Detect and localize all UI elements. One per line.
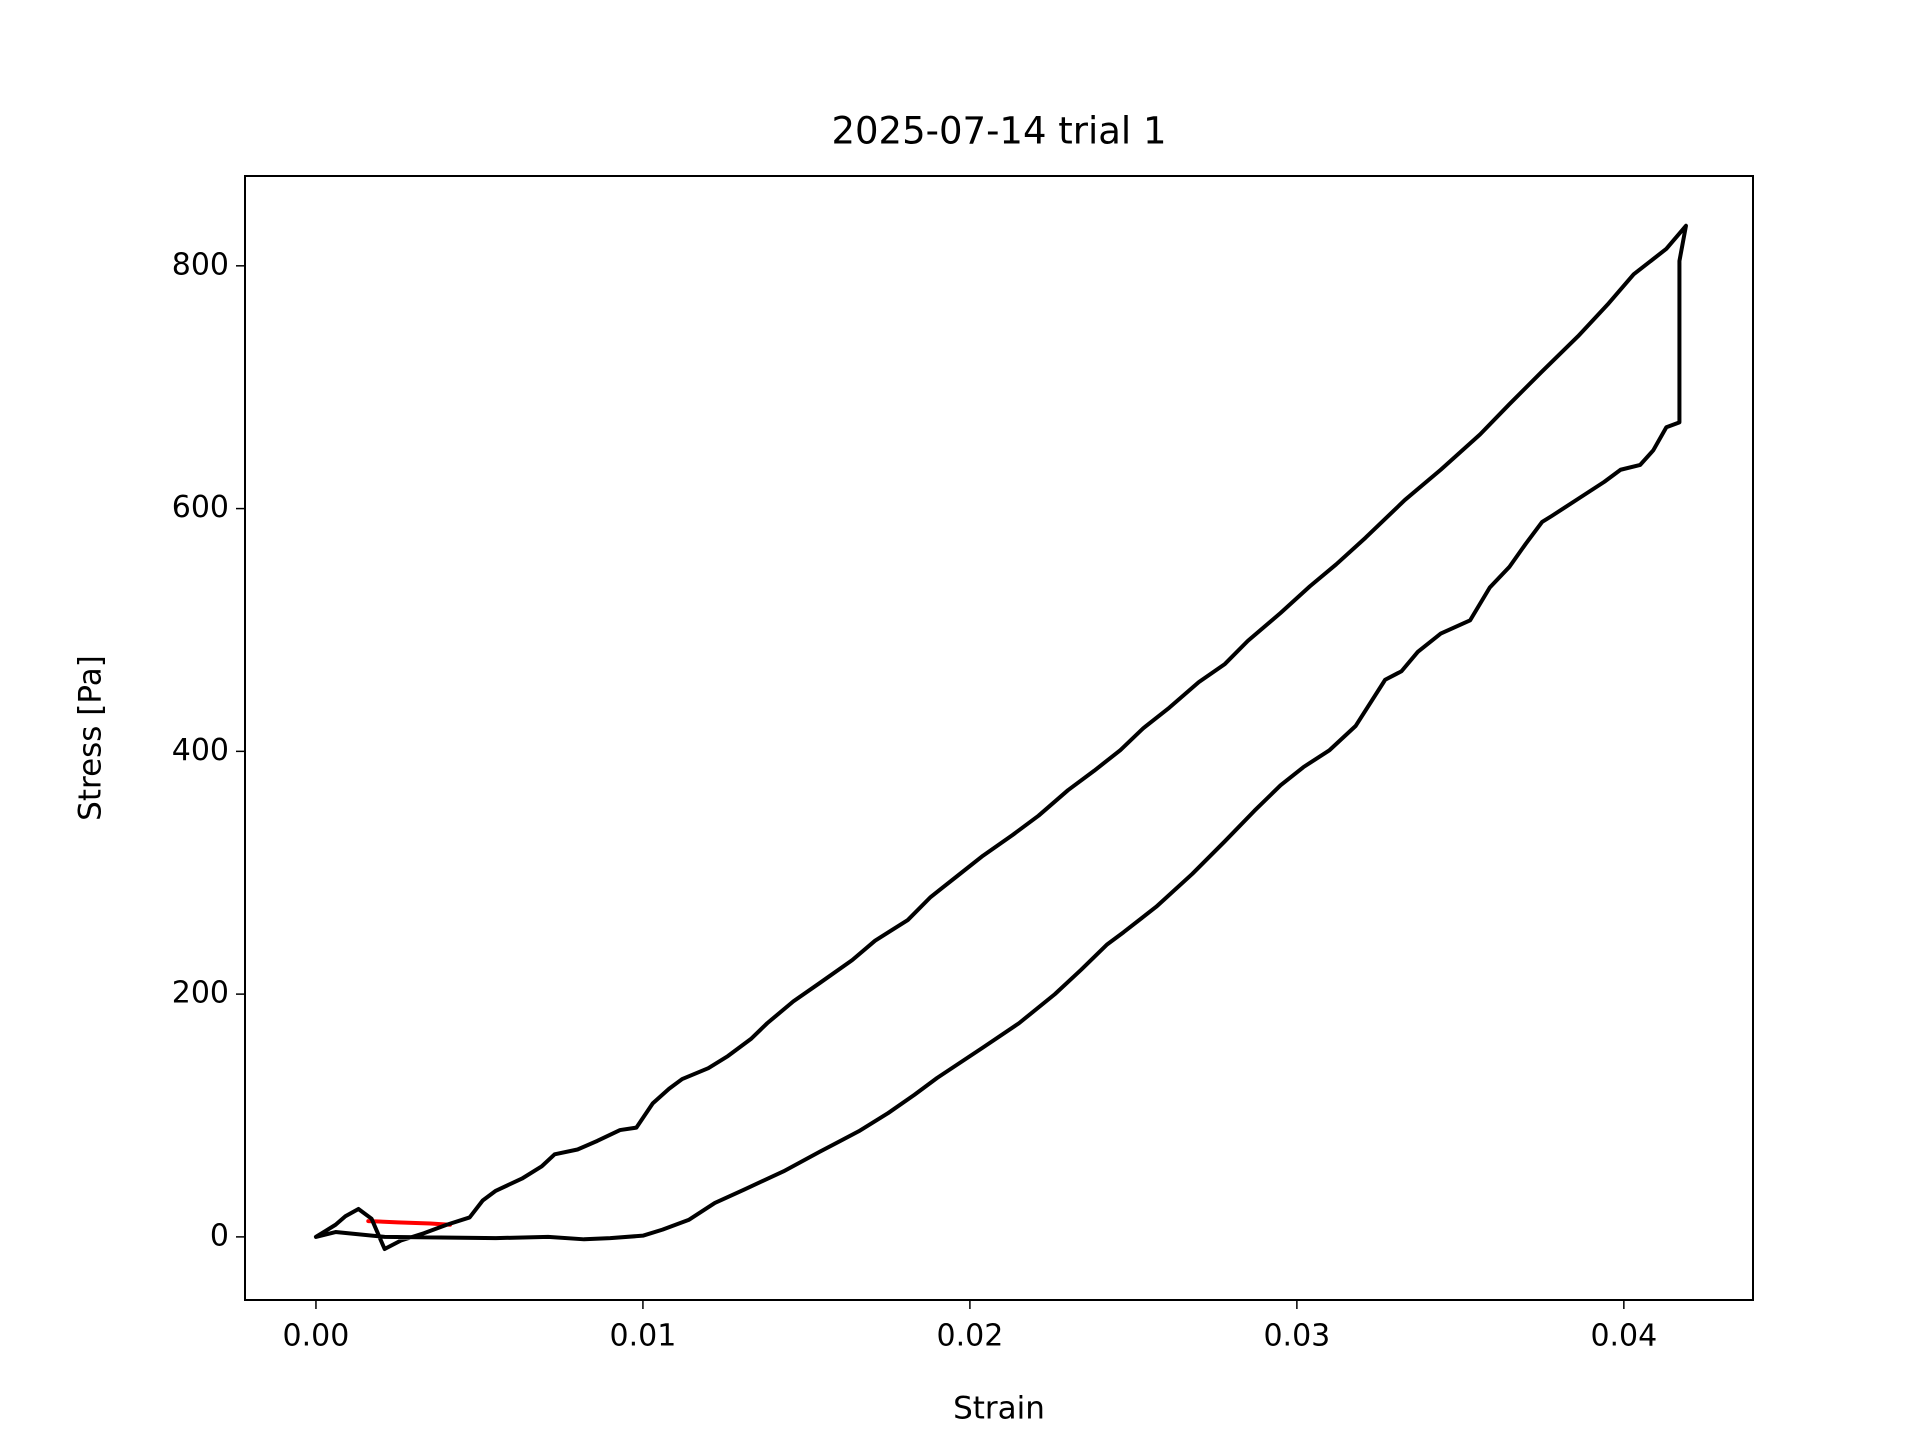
x-axis-label: Strain [953, 1391, 1045, 1427]
chart-title: 2025-07-14 trial 1 [831, 110, 1166, 153]
data-line [366, 1219, 453, 1227]
x-tick-label: 0.03 [1263, 1319, 1330, 1354]
y-tick-label: 0 [210, 1218, 229, 1253]
plot-frame [244, 175, 1754, 1301]
y-tick-label: 200 [172, 976, 229, 1011]
y-tick-label: 600 [172, 490, 229, 525]
x-tick-label: 0.02 [937, 1319, 1004, 1354]
x-tick-label: 0.04 [1590, 1319, 1657, 1354]
x-tick-label: 0.00 [283, 1319, 350, 1354]
data-line [313, 223, 1688, 1252]
y-tick-label: 800 [172, 247, 229, 282]
y-tick-label: 400 [172, 733, 229, 768]
y-axis-label: Stress [Pa] [73, 655, 109, 821]
x-tick-label: 0.01 [610, 1319, 677, 1354]
